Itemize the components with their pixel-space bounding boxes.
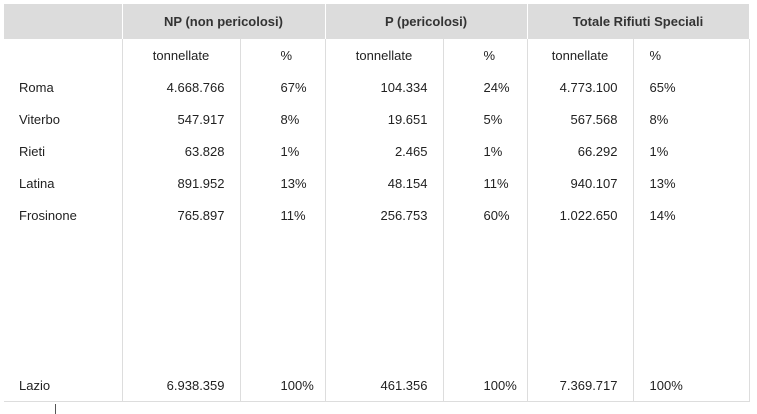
np-pct: 67% [239,71,325,103]
np-pct: 11% [239,199,325,231]
tot-pct: 1% [632,135,750,167]
total-row: Lazio 6.938.359 100% 461.356 100% 7.369.… [4,369,750,402]
p-pct: 60% [442,199,527,231]
unit-p-tonnes: tonnellate [324,39,443,71]
tot-tonnes: 940.107 [526,167,633,199]
np-pct: 8% [239,103,325,135]
table-row: Roma 4.668.766 67% 104.334 24% 4.773.100… [4,71,750,103]
p-pct: 24% [442,71,527,103]
tot-pct: 13% [632,167,750,199]
units-blank [4,39,122,71]
unit-np-pct: % [239,39,325,71]
header-row: NP (non pericolosi) P (pericolosi) Total… [4,4,750,39]
tot-pct: 65% [632,71,750,103]
table-row: Viterbo 547.917 8% 19.651 5% 567.568 8% [4,103,750,135]
unit-tot-pct: % [632,39,750,71]
table-row: Rieti 63.828 1% 2.465 1% 66.292 1% [4,135,750,167]
text-cursor [55,404,56,414]
np-pct: 1% [239,135,325,167]
units-row: tonnellate % tonnellate % tonnellate % [4,39,750,71]
np-tonnes: 63.828 [121,135,240,167]
table-row: Frosinone 765.897 11% 256.753 60% 1.022.… [4,199,750,231]
row-name: Frosinone [19,207,77,223]
total-tot-tonnes: 7.369.717 [526,369,633,402]
top-strip [4,0,749,4]
header-np: NP (non pericolosi) [121,4,326,39]
p-pct: 1% [442,135,527,167]
header-p: P (pericolosi) [324,4,528,39]
row-name: Roma [19,79,54,95]
p-tonnes: 104.334 [324,71,443,103]
unit-np-tonnes: tonnellate [121,39,240,71]
tot-tonnes: 4.773.100 [526,71,633,103]
tot-tonnes: 66.292 [526,135,633,167]
p-tonnes: 19.651 [324,103,443,135]
tot-tonnes: 1.022.650 [526,199,633,231]
unit-p-pct: % [442,39,527,71]
total-np-pct: 100% [239,369,325,402]
p-tonnes: 2.465 [324,135,443,167]
total-tot-pct: 100% [632,369,750,402]
row-name: Latina [19,175,55,191]
total-p-pct: 100% [442,369,527,402]
np-tonnes: 891.952 [121,167,240,199]
np-tonnes: 4.668.766 [121,71,240,103]
header-blank [4,4,123,39]
total-np-tonnes: 6.938.359 [121,369,240,402]
row-name: Viterbo [19,111,60,127]
p-tonnes: 256.753 [324,199,443,231]
waste-table: NP (non pericolosi) P (pericolosi) Total… [4,4,750,402]
header-tot: Totale Rifiuti Speciali [526,4,750,39]
p-pct: 11% [442,167,527,199]
total-p-tonnes: 461.356 [324,369,443,402]
table-row: Latina 891.952 13% 48.154 11% 940.107 13… [4,167,750,199]
spacer-row [4,231,750,369]
tot-tonnes: 567.568 [526,103,633,135]
p-pct: 5% [442,103,527,135]
total-name: Lazio [4,369,122,402]
tot-pct: 8% [632,103,750,135]
np-pct: 13% [239,167,325,199]
np-tonnes: 547.917 [121,103,240,135]
row-name: Rieti [19,143,46,159]
p-tonnes: 48.154 [324,167,443,199]
unit-tot-tonnes: tonnellate [526,39,633,71]
tot-pct: 14% [632,199,750,231]
np-tonnes: 765.897 [121,199,240,231]
